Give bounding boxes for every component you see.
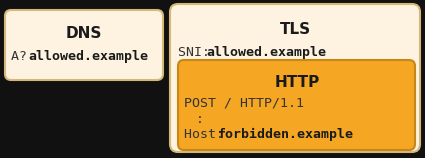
FancyBboxPatch shape [170, 4, 420, 152]
Text: SNI:: SNI: [178, 46, 218, 59]
Text: HTTP: HTTP [275, 75, 320, 90]
FancyBboxPatch shape [5, 10, 163, 80]
Text: POST / HTTP/1.1: POST / HTTP/1.1 [184, 97, 304, 110]
Text: forbidden.example: forbidden.example [218, 128, 354, 141]
Text: DNS: DNS [66, 26, 102, 41]
Text: A?: A? [11, 50, 35, 63]
Text: allowed.example: allowed.example [207, 46, 326, 59]
Text: allowed.example: allowed.example [28, 50, 148, 63]
FancyBboxPatch shape [178, 60, 415, 150]
Text: :: : [196, 113, 204, 126]
Text: TLS: TLS [279, 22, 311, 37]
Text: Host:: Host: [184, 128, 232, 141]
